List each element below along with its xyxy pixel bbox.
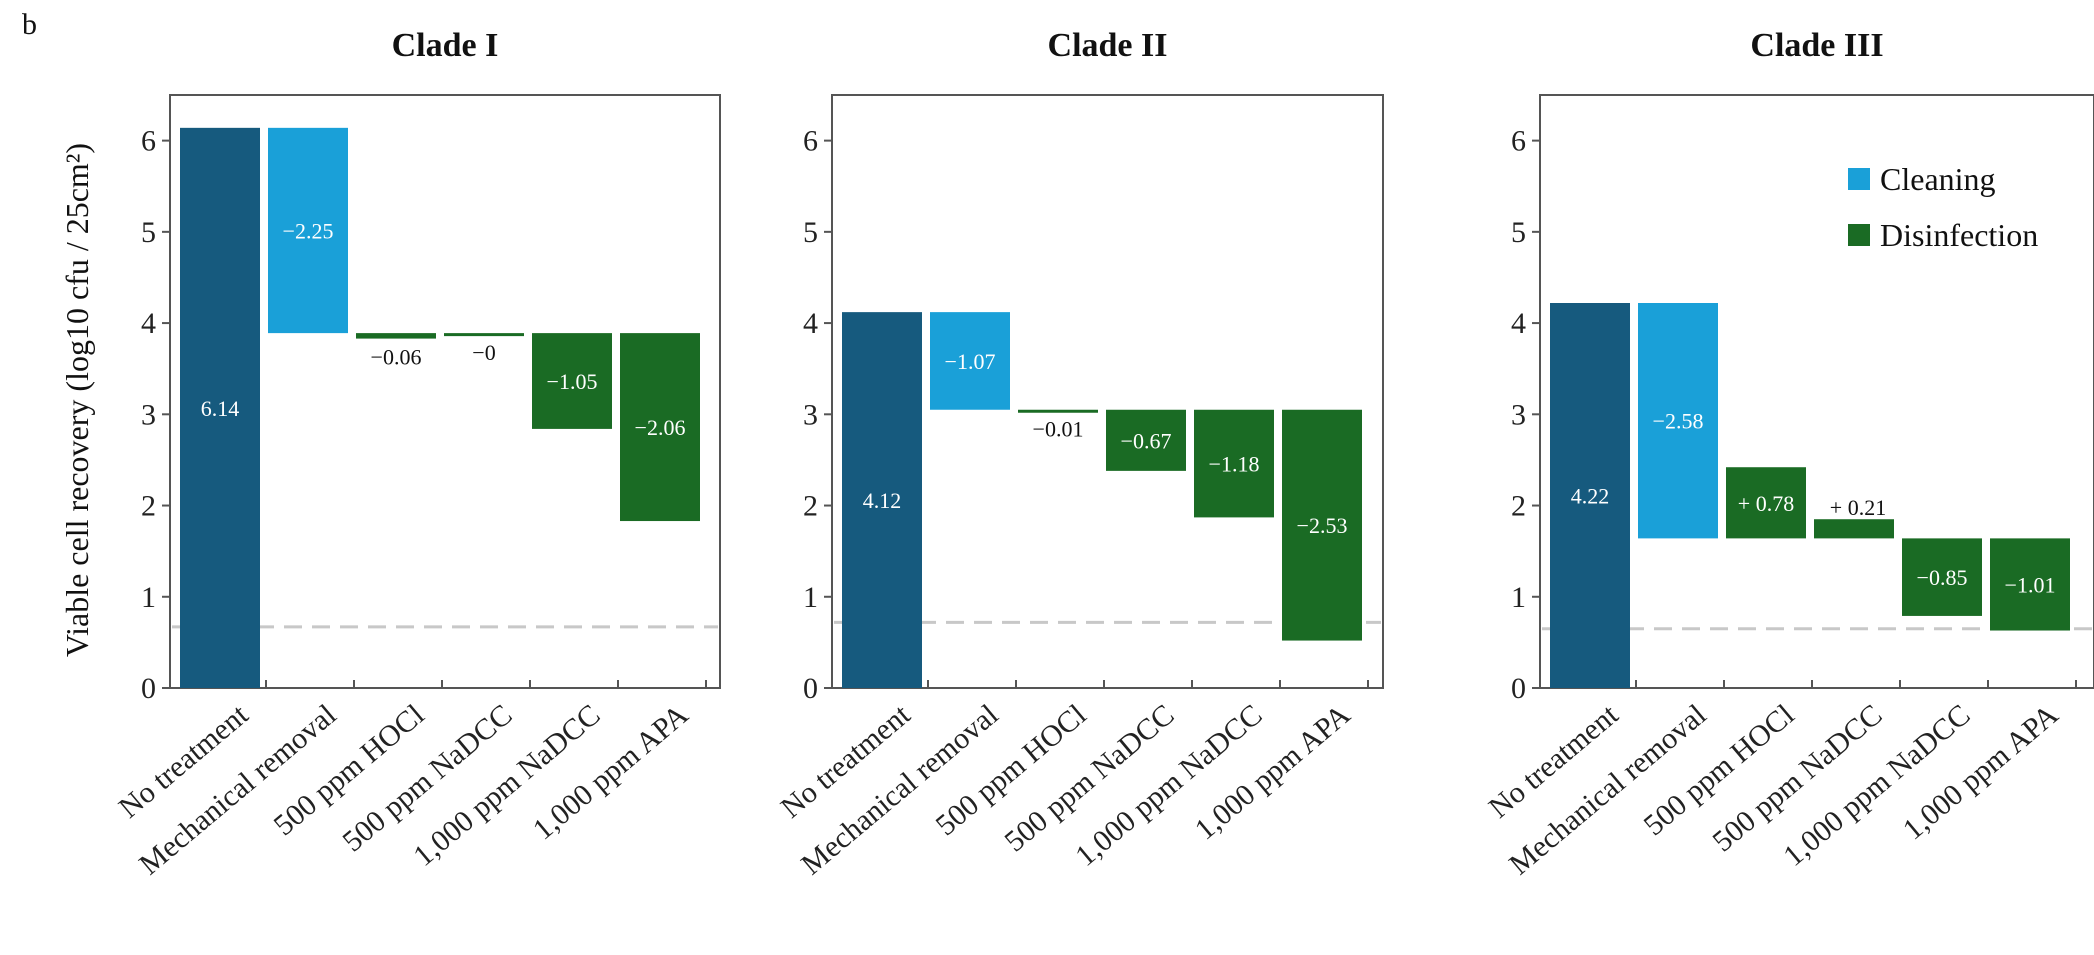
y-tick-label: 2 bbox=[1511, 490, 1526, 523]
bar-disinfection bbox=[1018, 409, 1098, 413]
legend: Cleaning Disinfection bbox=[1848, 161, 2038, 253]
y-tick-label: 2 bbox=[803, 490, 818, 523]
bar-baseline bbox=[1550, 303, 1630, 688]
bar-cleaning bbox=[1638, 303, 1718, 539]
bar-value-label: −1.01 bbox=[2005, 572, 2056, 597]
bar-value-label: −1.07 bbox=[945, 349, 996, 374]
panel-letter: b bbox=[22, 8, 37, 41]
bar-value-label: + 0.21 bbox=[1830, 495, 1886, 520]
y-tick-label: 3 bbox=[141, 398, 156, 431]
bar-value-label: + 0.78 bbox=[1738, 491, 1794, 516]
bar-baseline bbox=[180, 127, 260, 688]
y-tick-label: 5 bbox=[141, 216, 156, 249]
bar-disinfection bbox=[1726, 467, 1806, 539]
bar-value-label: 4.22 bbox=[1571, 484, 1610, 509]
y-tick-label: 0 bbox=[1511, 672, 1526, 705]
panel-3: Clade III 0 1 2 3 4 5 6 4.22 −2.58 + 0.78 + 0.21 −0.… bbox=[1483, 27, 2094, 881]
bar-value-label: −2.06 bbox=[635, 415, 686, 440]
bar-disinfection bbox=[1814, 519, 1894, 539]
y-tick-label: 2 bbox=[141, 490, 156, 523]
bar-disinfection bbox=[1902, 538, 1982, 616]
panel-title: Clade II bbox=[1048, 27, 1168, 64]
y-tick-label: 5 bbox=[803, 216, 818, 249]
panel-title: Clade III bbox=[1750, 27, 1883, 64]
bar-disinfection bbox=[444, 333, 524, 337]
y-tick-label: 4 bbox=[803, 307, 818, 340]
y-tick-label: 4 bbox=[141, 307, 156, 340]
y-tick-label: 3 bbox=[1511, 398, 1526, 431]
bar-value-label: −1.05 bbox=[547, 369, 598, 394]
plot-frame bbox=[1539, 94, 2094, 689]
category-label: 500 ppm HOCl bbox=[1638, 698, 1801, 842]
bar-value-label: −0.01 bbox=[1033, 417, 1084, 442]
bar-disinfection bbox=[1194, 409, 1274, 518]
panel-2: Clade II 0 1 2 3 4 5 6 4.12 −1.07 −0.01 −0.67 −1.18 −… bbox=[775, 27, 1384, 881]
bar-baseline bbox=[842, 312, 922, 688]
panel-1: Clade I 0 1 2 3 4 5 6 6.14 −2.25 −0.06 −0 −1.05 −2.06… bbox=[113, 27, 721, 881]
bar-disinfection bbox=[356, 333, 436, 339]
legend-label: Disinfection bbox=[1880, 217, 2038, 253]
category-label: 500 ppm HOCl bbox=[268, 698, 431, 842]
y-tick-label: 3 bbox=[803, 398, 818, 431]
y-tick-label: 5 bbox=[1511, 216, 1526, 249]
bar-disinfection bbox=[620, 333, 700, 522]
bar-value-label: −0.85 bbox=[1917, 565, 1968, 590]
bar-disinfection bbox=[1282, 409, 1362, 641]
bar-value-label: −0 bbox=[472, 340, 495, 365]
bar-value-label: −2.53 bbox=[1297, 513, 1348, 538]
y-tick-label: 1 bbox=[141, 581, 156, 614]
legend-swatch bbox=[1848, 224, 1870, 246]
legend-swatch bbox=[1848, 168, 1870, 190]
bar-cleaning bbox=[268, 127, 348, 334]
y-tick-label: 6 bbox=[803, 125, 818, 158]
y-tick-label: 1 bbox=[1511, 581, 1526, 614]
bar-disinfection bbox=[532, 333, 612, 429]
bar-value-label: −0.67 bbox=[1121, 428, 1172, 453]
plot-frame bbox=[169, 94, 721, 689]
category-label: 1,000 ppm APA bbox=[527, 698, 695, 847]
bar-value-label: −0.06 bbox=[371, 345, 422, 370]
y-tick-label: 6 bbox=[141, 125, 156, 158]
bar-disinfection bbox=[1990, 538, 2070, 631]
y-tick-label: 6 bbox=[1511, 125, 1526, 158]
category-label: 1,000 ppm APA bbox=[1897, 698, 2065, 847]
panel-title: Clade I bbox=[392, 27, 499, 64]
bar-value-label: 6.14 bbox=[201, 396, 240, 421]
plot-frame bbox=[831, 94, 1384, 689]
bar-value-label: −2.58 bbox=[1653, 409, 1704, 434]
category-label: 500 ppm HOCl bbox=[930, 698, 1093, 842]
legend-label: Cleaning bbox=[1880, 161, 1996, 197]
category-label: 1,000 ppm APA bbox=[1189, 698, 1357, 847]
bar-value-label: 4.12 bbox=[863, 488, 902, 513]
bar-value-label: −1.18 bbox=[1209, 452, 1260, 477]
panels: Clade I 0 1 2 3 4 5 6 6.14 −2.25 −0.06 −0 −1.05 −2.06… bbox=[113, 27, 2094, 881]
bar-value-label: −2.25 bbox=[283, 218, 334, 243]
bar-disinfection bbox=[1106, 409, 1186, 471]
bar-cleaning bbox=[930, 312, 1010, 410]
y-tick-label: 0 bbox=[803, 672, 818, 705]
y-tick-label: 0 bbox=[141, 672, 156, 705]
y-tick-label: 1 bbox=[803, 581, 818, 614]
y-tick-label: 4 bbox=[1511, 307, 1526, 340]
y-axis-label: Viable cell recovery (log10 cfu / 25cm²) bbox=[59, 143, 95, 657]
